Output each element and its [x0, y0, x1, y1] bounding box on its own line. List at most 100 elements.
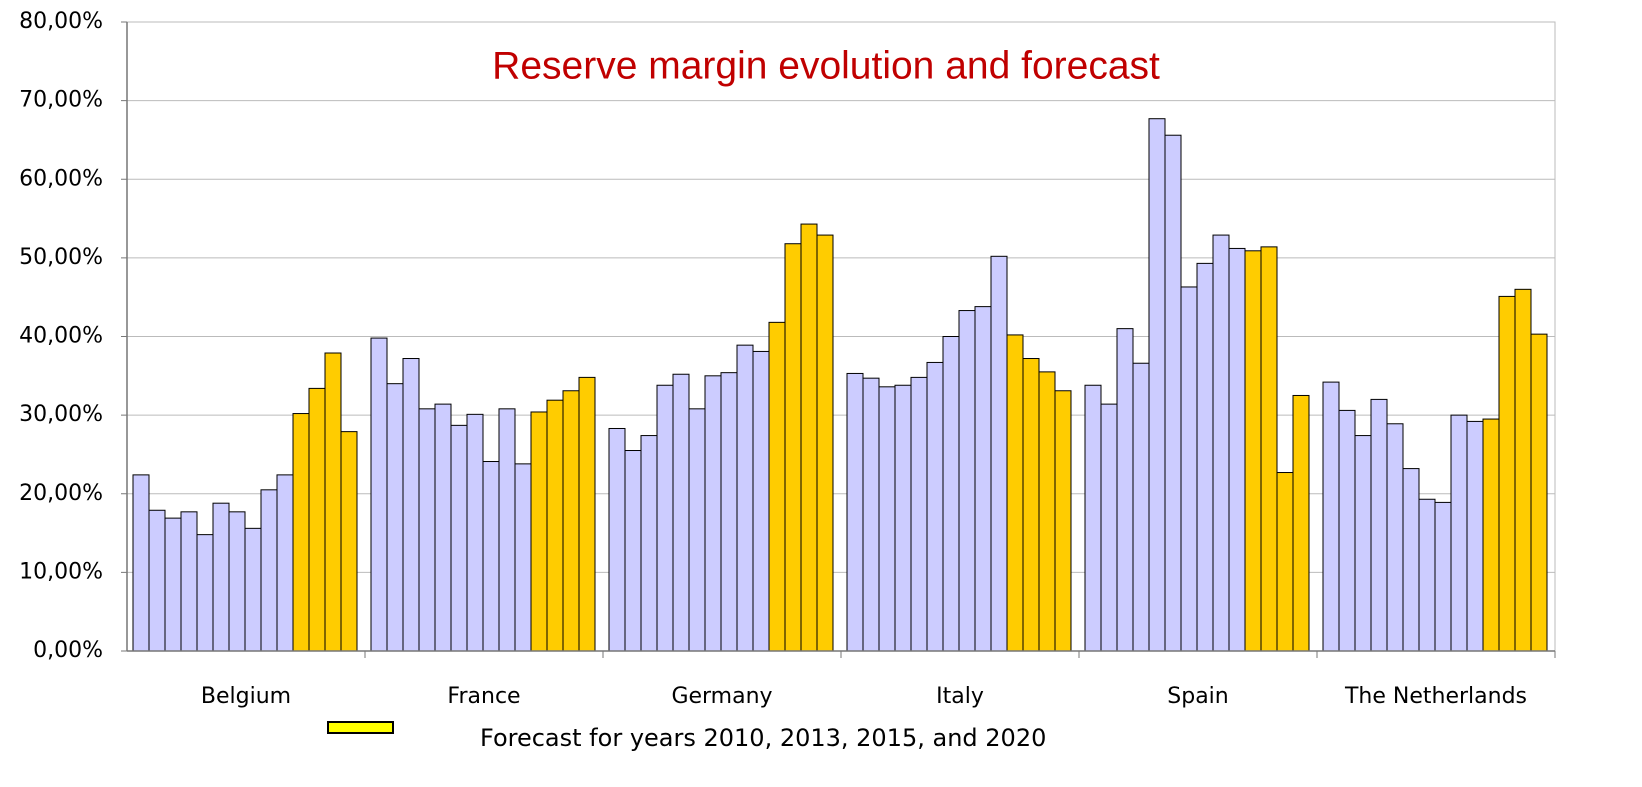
bar	[450, 424, 468, 652]
legend-label: Forecast for years 2010, 2013, 2015, and…	[480, 724, 1046, 752]
bar	[878, 386, 896, 652]
bar	[1514, 288, 1532, 652]
legend-swatch	[327, 721, 394, 734]
bar	[148, 509, 166, 652]
bar	[196, 534, 214, 652]
bar	[1100, 403, 1118, 652]
bar	[736, 344, 754, 652]
bar	[1038, 371, 1056, 652]
x-tick-label: Belgium	[201, 684, 291, 709]
bar	[1498, 295, 1516, 652]
bar	[260, 489, 278, 652]
bar	[1196, 262, 1214, 652]
bar	[1434, 501, 1452, 652]
bar	[1132, 362, 1150, 652]
bar	[482, 461, 500, 652]
bar	[862, 377, 880, 652]
bar	[990, 255, 1008, 652]
x-tick-label: France	[447, 684, 520, 709]
bar	[1054, 390, 1072, 652]
y-tick-label: 80,00%	[19, 9, 103, 34]
bar	[640, 435, 658, 652]
bar	[1212, 234, 1230, 652]
bar	[1386, 423, 1404, 652]
bar	[1022, 358, 1040, 652]
bar	[578, 376, 596, 652]
bar	[386, 383, 404, 652]
bar	[324, 352, 342, 652]
bar	[816, 234, 834, 652]
bar	[546, 399, 564, 652]
y-tick-label: 60,00%	[19, 166, 103, 191]
bar	[1402, 468, 1420, 652]
bar	[132, 474, 150, 652]
bars	[132, 118, 1548, 652]
bar	[1292, 394, 1310, 652]
y-tick-label: 30,00%	[19, 402, 103, 427]
bar	[1276, 472, 1294, 652]
bar	[1180, 286, 1198, 652]
bar	[958, 310, 976, 652]
y-tick-label: 70,00%	[19, 88, 103, 113]
bar	[926, 361, 944, 652]
bar	[164, 517, 182, 652]
bar	[498, 408, 516, 652]
bar	[672, 373, 690, 652]
y-tick-label: 50,00%	[19, 245, 103, 270]
bar	[402, 358, 420, 652]
bar	[1322, 381, 1340, 652]
bar	[800, 223, 818, 652]
bar	[514, 463, 532, 652]
x-tick-label: Germany	[671, 684, 772, 709]
bar	[1244, 250, 1262, 652]
bar	[1466, 420, 1484, 652]
bar	[1450, 414, 1468, 652]
bar	[624, 450, 642, 652]
bar	[1084, 384, 1102, 652]
bar	[418, 408, 436, 652]
bar	[846, 372, 864, 652]
bar	[704, 375, 722, 652]
bar	[228, 511, 246, 652]
bar	[1006, 334, 1024, 652]
bar	[752, 350, 770, 652]
x-tick-label: Italy	[936, 684, 984, 709]
bar	[562, 390, 580, 652]
bar	[1482, 418, 1500, 652]
bar	[530, 411, 548, 652]
bar	[942, 336, 960, 652]
bar	[688, 408, 706, 652]
x-tick-label: Spain	[1167, 684, 1228, 709]
bar	[212, 502, 230, 652]
bar	[1370, 398, 1388, 652]
bar	[1228, 247, 1246, 652]
bar	[292, 413, 310, 652]
bar	[768, 321, 786, 652]
bar	[370, 337, 388, 652]
bar	[656, 384, 674, 652]
bar	[894, 384, 912, 652]
bar	[180, 511, 198, 652]
bar	[466, 413, 484, 652]
bar	[1164, 134, 1182, 652]
bar	[910, 376, 928, 652]
bar	[276, 474, 294, 652]
bar	[340, 431, 358, 652]
y-tick-label: 40,00%	[19, 324, 103, 349]
y-tick-label: 20,00%	[19, 481, 103, 506]
bar	[308, 387, 326, 652]
bar	[1530, 333, 1548, 652]
y-tick-label: 0,00%	[33, 638, 103, 663]
bar	[1260, 246, 1278, 652]
bar	[244, 527, 262, 652]
bar	[784, 243, 802, 652]
y-tick-label: 10,00%	[19, 559, 103, 584]
bar	[1148, 118, 1166, 652]
x-tick-label: The Netherlands	[1344, 684, 1527, 709]
bar	[434, 403, 452, 652]
bar	[1338, 409, 1356, 652]
bar	[1116, 328, 1134, 652]
bar	[608, 427, 626, 652]
bar	[1418, 498, 1436, 652]
